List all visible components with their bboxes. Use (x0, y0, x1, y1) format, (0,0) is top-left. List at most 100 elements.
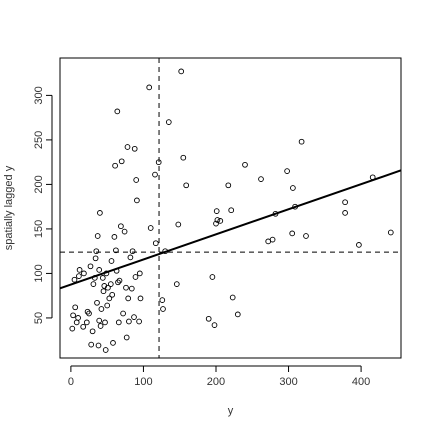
data-point (71, 276, 78, 283)
data-point (165, 119, 172, 125)
x-tick-label: 0 (68, 376, 74, 388)
data-point (214, 217, 221, 223)
data-point (96, 267, 103, 273)
data-point (137, 295, 144, 302)
data-point (102, 319, 108, 326)
data-point (209, 274, 216, 280)
data-point (109, 291, 116, 298)
data-point (152, 171, 158, 178)
data-point (205, 315, 212, 322)
data-point (258, 176, 264, 182)
data-point (129, 248, 136, 255)
data-point (115, 279, 121, 286)
data-point (98, 306, 105, 312)
y-tick-label: 200 (33, 175, 45, 193)
data-point (125, 295, 132, 302)
x-axis: 0 100 200 300 400 (68, 365, 370, 388)
data-point (89, 328, 96, 335)
data-point (104, 302, 111, 309)
data-point (87, 263, 94, 270)
data-point (124, 144, 131, 150)
y-tick-label: 150 (33, 220, 45, 238)
data-point (127, 254, 134, 261)
data-point (159, 297, 166, 303)
data-point (86, 310, 92, 317)
data-point (99, 275, 106, 281)
data-point (112, 162, 118, 169)
data-point (72, 304, 79, 311)
data-point (83, 319, 90, 326)
data-point (76, 273, 82, 279)
data-point (387, 229, 394, 236)
data-point (94, 233, 101, 239)
data-point (132, 274, 139, 280)
data-point (146, 84, 153, 91)
data-point (213, 208, 220, 214)
data-point (128, 285, 135, 292)
x-tick-label: 400 (352, 376, 370, 388)
data-point (183, 182, 190, 189)
reference-lines (59, 58, 402, 358)
regression-line (59, 169, 402, 290)
data-point (97, 323, 104, 329)
data-point (96, 317, 103, 324)
data-point (93, 248, 100, 255)
y-axis: 50 100 150 200 250 300 (33, 86, 53, 324)
data-point (118, 223, 124, 230)
data-point (228, 207, 235, 214)
data-point (123, 284, 129, 291)
data-point (107, 281, 114, 287)
data-point (303, 233, 309, 239)
data-point (133, 177, 140, 183)
y-tick-label: 300 (33, 86, 45, 104)
data-point (136, 318, 142, 325)
points-layer (69, 68, 394, 353)
data-point (120, 310, 126, 317)
data-point (234, 311, 241, 318)
data-point (126, 318, 132, 325)
data-point (76, 267, 83, 273)
data-point (242, 161, 248, 168)
data-point (88, 341, 95, 348)
data-point (102, 347, 109, 353)
data-point (90, 281, 97, 287)
data-point (342, 210, 348, 216)
data-point (92, 255, 99, 262)
x-tick-label: 200 (207, 376, 225, 388)
data-point (229, 294, 236, 301)
data-point (106, 295, 113, 302)
data-point (94, 299, 100, 306)
data-point (173, 281, 180, 287)
x-tick-label: 100 (134, 376, 152, 388)
data-point (95, 342, 102, 349)
data-point (118, 158, 125, 165)
data-point (269, 236, 276, 243)
data-point (70, 312, 76, 319)
data-point (69, 325, 76, 332)
y-tick-label: 100 (33, 264, 45, 282)
plot-frame (59, 57, 402, 359)
data-point (81, 270, 87, 277)
data-point (217, 218, 224, 224)
data-point (284, 168, 290, 174)
data-point (180, 154, 187, 161)
data-point (175, 221, 182, 228)
data-point (114, 108, 121, 115)
data-point (342, 199, 348, 206)
data-point (113, 247, 119, 254)
data-point (110, 340, 116, 346)
data-point (131, 314, 137, 320)
data-point (121, 228, 128, 235)
data-point (298, 138, 305, 145)
data-point (213, 220, 219, 227)
data-point (131, 145, 138, 152)
data-point (116, 277, 123, 284)
data-point (289, 230, 296, 237)
data-point (75, 315, 81, 321)
data-point (225, 182, 232, 189)
y-tick-label: 50 (33, 312, 45, 324)
data-point (356, 242, 362, 248)
data-point (100, 288, 107, 295)
